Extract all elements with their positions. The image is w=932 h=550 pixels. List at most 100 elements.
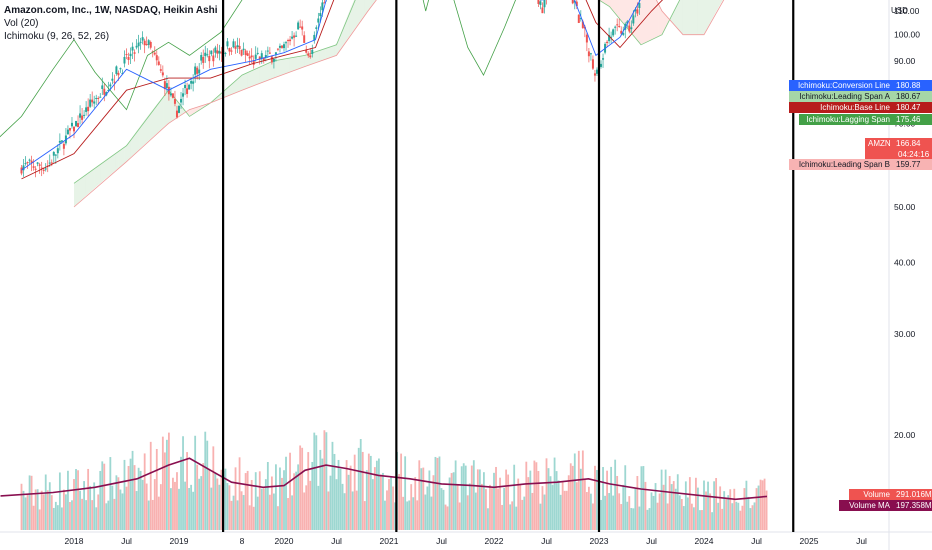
volume-bar: [735, 501, 738, 530]
ichimoku-cloud-segment: [241, 73, 245, 91]
ichimoku-cloud-segment: [154, 103, 158, 136]
volume-bar: [34, 489, 37, 530]
candle-body: [242, 48, 245, 51]
lagging-tag: Ichimoku:Lagging Span 175.46: [799, 114, 932, 125]
ichimoku-cloud-segment: [100, 161, 104, 183]
candle-body: [141, 37, 144, 41]
volume-bar: [95, 507, 98, 530]
ichimoku-cloud-segment: [694, 0, 698, 35]
volume-bar: [723, 491, 726, 530]
candle-body: [32, 166, 35, 168]
volume-bar: [448, 477, 451, 530]
volume-bar: [232, 495, 235, 530]
volume-bar: [380, 474, 382, 530]
volume-bar: [561, 481, 564, 530]
currency-label[interactable]: USD: [891, 6, 908, 15]
ichimoku-cloud-segment: [355, 0, 359, 28]
candle-body: [36, 162, 39, 164]
ichimoku-cloud-segment: [658, 3, 662, 37]
candle-body: [212, 55, 215, 62]
volume-bar: [616, 475, 619, 530]
volume-bar: [210, 487, 213, 530]
candle-body: [539, 1, 542, 5]
x-tick-label: 2018: [65, 536, 84, 546]
candle-body: [616, 24, 619, 26]
volume-bar: [319, 449, 322, 530]
volume-bar: [143, 453, 146, 530]
volume-bar: [573, 453, 576, 530]
volume-bar: [93, 482, 96, 530]
ichimoku-cloud-segment: [289, 57, 293, 73]
volume-bar: [103, 463, 106, 530]
candle-body: [593, 73, 596, 76]
volume-bar: [301, 447, 304, 530]
candle-body: [256, 52, 259, 54]
volume-bar: [474, 492, 477, 530]
volume-bar: [678, 495, 681, 530]
volume-bar: [571, 465, 574, 530]
volume-bar: [410, 484, 413, 530]
volume-bar: [535, 462, 538, 530]
volume-bar: [230, 500, 233, 530]
candle-body: [230, 50, 233, 52]
volume-bar: [184, 481, 186, 530]
volume-bar: [52, 507, 55, 530]
volume-bar: [664, 469, 667, 530]
candle-body: [272, 58, 275, 62]
volume-bar: [462, 463, 465, 530]
candle-body: [184, 84, 187, 89]
volume-bar: [559, 494, 562, 530]
candle-body: [186, 88, 189, 94]
candle-body: [280, 45, 283, 48]
volume-bar: [244, 473, 247, 530]
volume-bar: [89, 485, 92, 530]
volume-bar: [38, 509, 41, 530]
legend-title: Amazon.com, Inc., 1W, NASDAQ, Heikin Ash…: [4, 5, 218, 16]
volume-bar: [491, 488, 493, 530]
volume-bar: [614, 459, 617, 530]
candle-body: [26, 162, 29, 164]
volume-bar: [264, 479, 267, 530]
tag-label: Volume MA: [849, 501, 890, 510]
volume-bar: [311, 461, 314, 530]
candle-body: [24, 163, 27, 165]
candle-body: [579, 18, 582, 20]
ichimoku-cloud-segment: [157, 99, 161, 133]
candle-body: [97, 97, 100, 99]
ichimoku-cloud-segment: [112, 152, 116, 173]
candle-body: [139, 41, 142, 43]
volume-bar: [727, 495, 730, 530]
volume-bar: [345, 460, 348, 530]
volume-bar: [626, 501, 629, 530]
volume-bar: [470, 465, 473, 530]
volume-bar: [743, 488, 746, 530]
candle-body: [214, 47, 217, 53]
candle-body: [147, 40, 150, 45]
volume-bar: [414, 477, 417, 530]
volume-bar: [485, 489, 487, 530]
volume-bar: [58, 472, 61, 530]
candle-body: [600, 63, 603, 67]
volume-bar: [656, 502, 659, 530]
volume-bar: [200, 476, 203, 530]
ichimoku-cloud-segment: [127, 139, 131, 161]
ichimoku-cloud-segment: [217, 93, 221, 100]
volume-bar: [359, 439, 362, 530]
ichimoku-cloud-segment: [124, 143, 128, 163]
ichimoku-cloud-segment: [688, 0, 692, 35]
volume-bar: [63, 489, 65, 530]
volume-bar: [452, 472, 455, 530]
volume-bar: [646, 509, 649, 530]
volume-bar: [260, 488, 263, 530]
candle-body: [323, 2, 326, 4]
ichimoku-cloud-segment: [148, 110, 152, 141]
candle-body: [22, 165, 25, 171]
volume-bar: [107, 500, 110, 530]
volume-bar: [91, 500, 94, 530]
volume-bar: [224, 468, 227, 530]
volume-bar: [115, 475, 118, 530]
candle-body: [194, 66, 197, 75]
candle-body: [602, 58, 605, 60]
volume-bar: [258, 471, 261, 530]
